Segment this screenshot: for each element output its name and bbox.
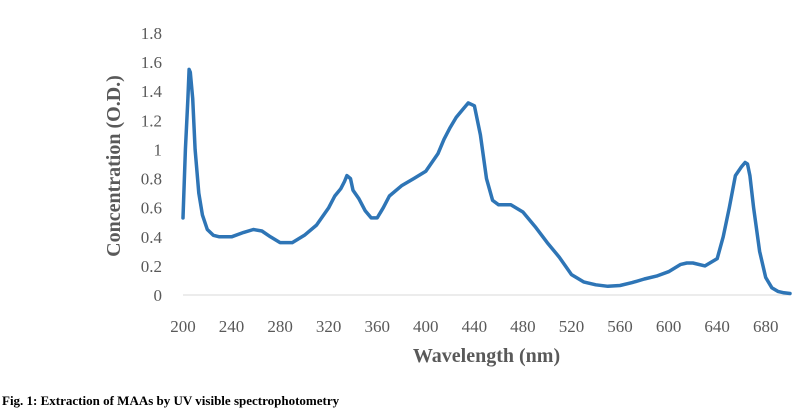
x-tick-label: 360 — [364, 317, 390, 336]
y-tick-label: 1.8 — [141, 24, 162, 43]
y-tick-label: 1.6 — [141, 53, 162, 72]
y-tick-label: 0.2 — [141, 257, 162, 276]
y-tick-labels: 0 0.2 0.4 0.6 0.8 1 1.2 1.4 1.6 1.8 — [141, 24, 163, 305]
y-axis-title: Concentration (O.D.) — [103, 75, 125, 257]
x-tick-label: 640 — [704, 317, 730, 336]
y-tick-label: 1.2 — [141, 111, 162, 130]
x-tick-label: 320 — [316, 317, 342, 336]
x-tick-label: 240 — [219, 317, 245, 336]
x-tick-label: 600 — [656, 317, 682, 336]
x-axis-title: Wavelength (nm) — [413, 345, 560, 367]
y-tick-label: 0 — [154, 286, 163, 305]
figure-caption: Fig. 1: Extraction of MAAs by UV visible… — [2, 393, 340, 408]
y-tick-label: 0.4 — [141, 228, 163, 247]
x-tick-label: 520 — [559, 317, 585, 336]
y-tick-label: 1.4 — [141, 82, 163, 101]
y-tick-label: 0.6 — [141, 199, 162, 218]
uv-spectrum-chart: 0 0.2 0.4 0.6 0.8 1 1.2 1.4 1.6 1.8 200 240 280 320 3… — [103, 24, 792, 367]
x-tick-label: 480 — [510, 317, 536, 336]
y-tick-label: 0.8 — [141, 170, 162, 189]
x-tick-label: 560 — [607, 317, 633, 336]
x-tick-label: 400 — [413, 317, 439, 336]
x-tick-label: 200 — [170, 317, 196, 336]
y-tick-label: 1 — [154, 140, 163, 159]
x-tick-labels: 200 240 280 320 360 400 440 480 520 560 600 640 680 — [170, 317, 778, 336]
spectrum-series-line — [181, 67, 792, 296]
x-tick-label: 680 — [753, 317, 779, 336]
x-tick-label: 440 — [462, 317, 488, 336]
x-tick-label: 280 — [267, 317, 293, 336]
